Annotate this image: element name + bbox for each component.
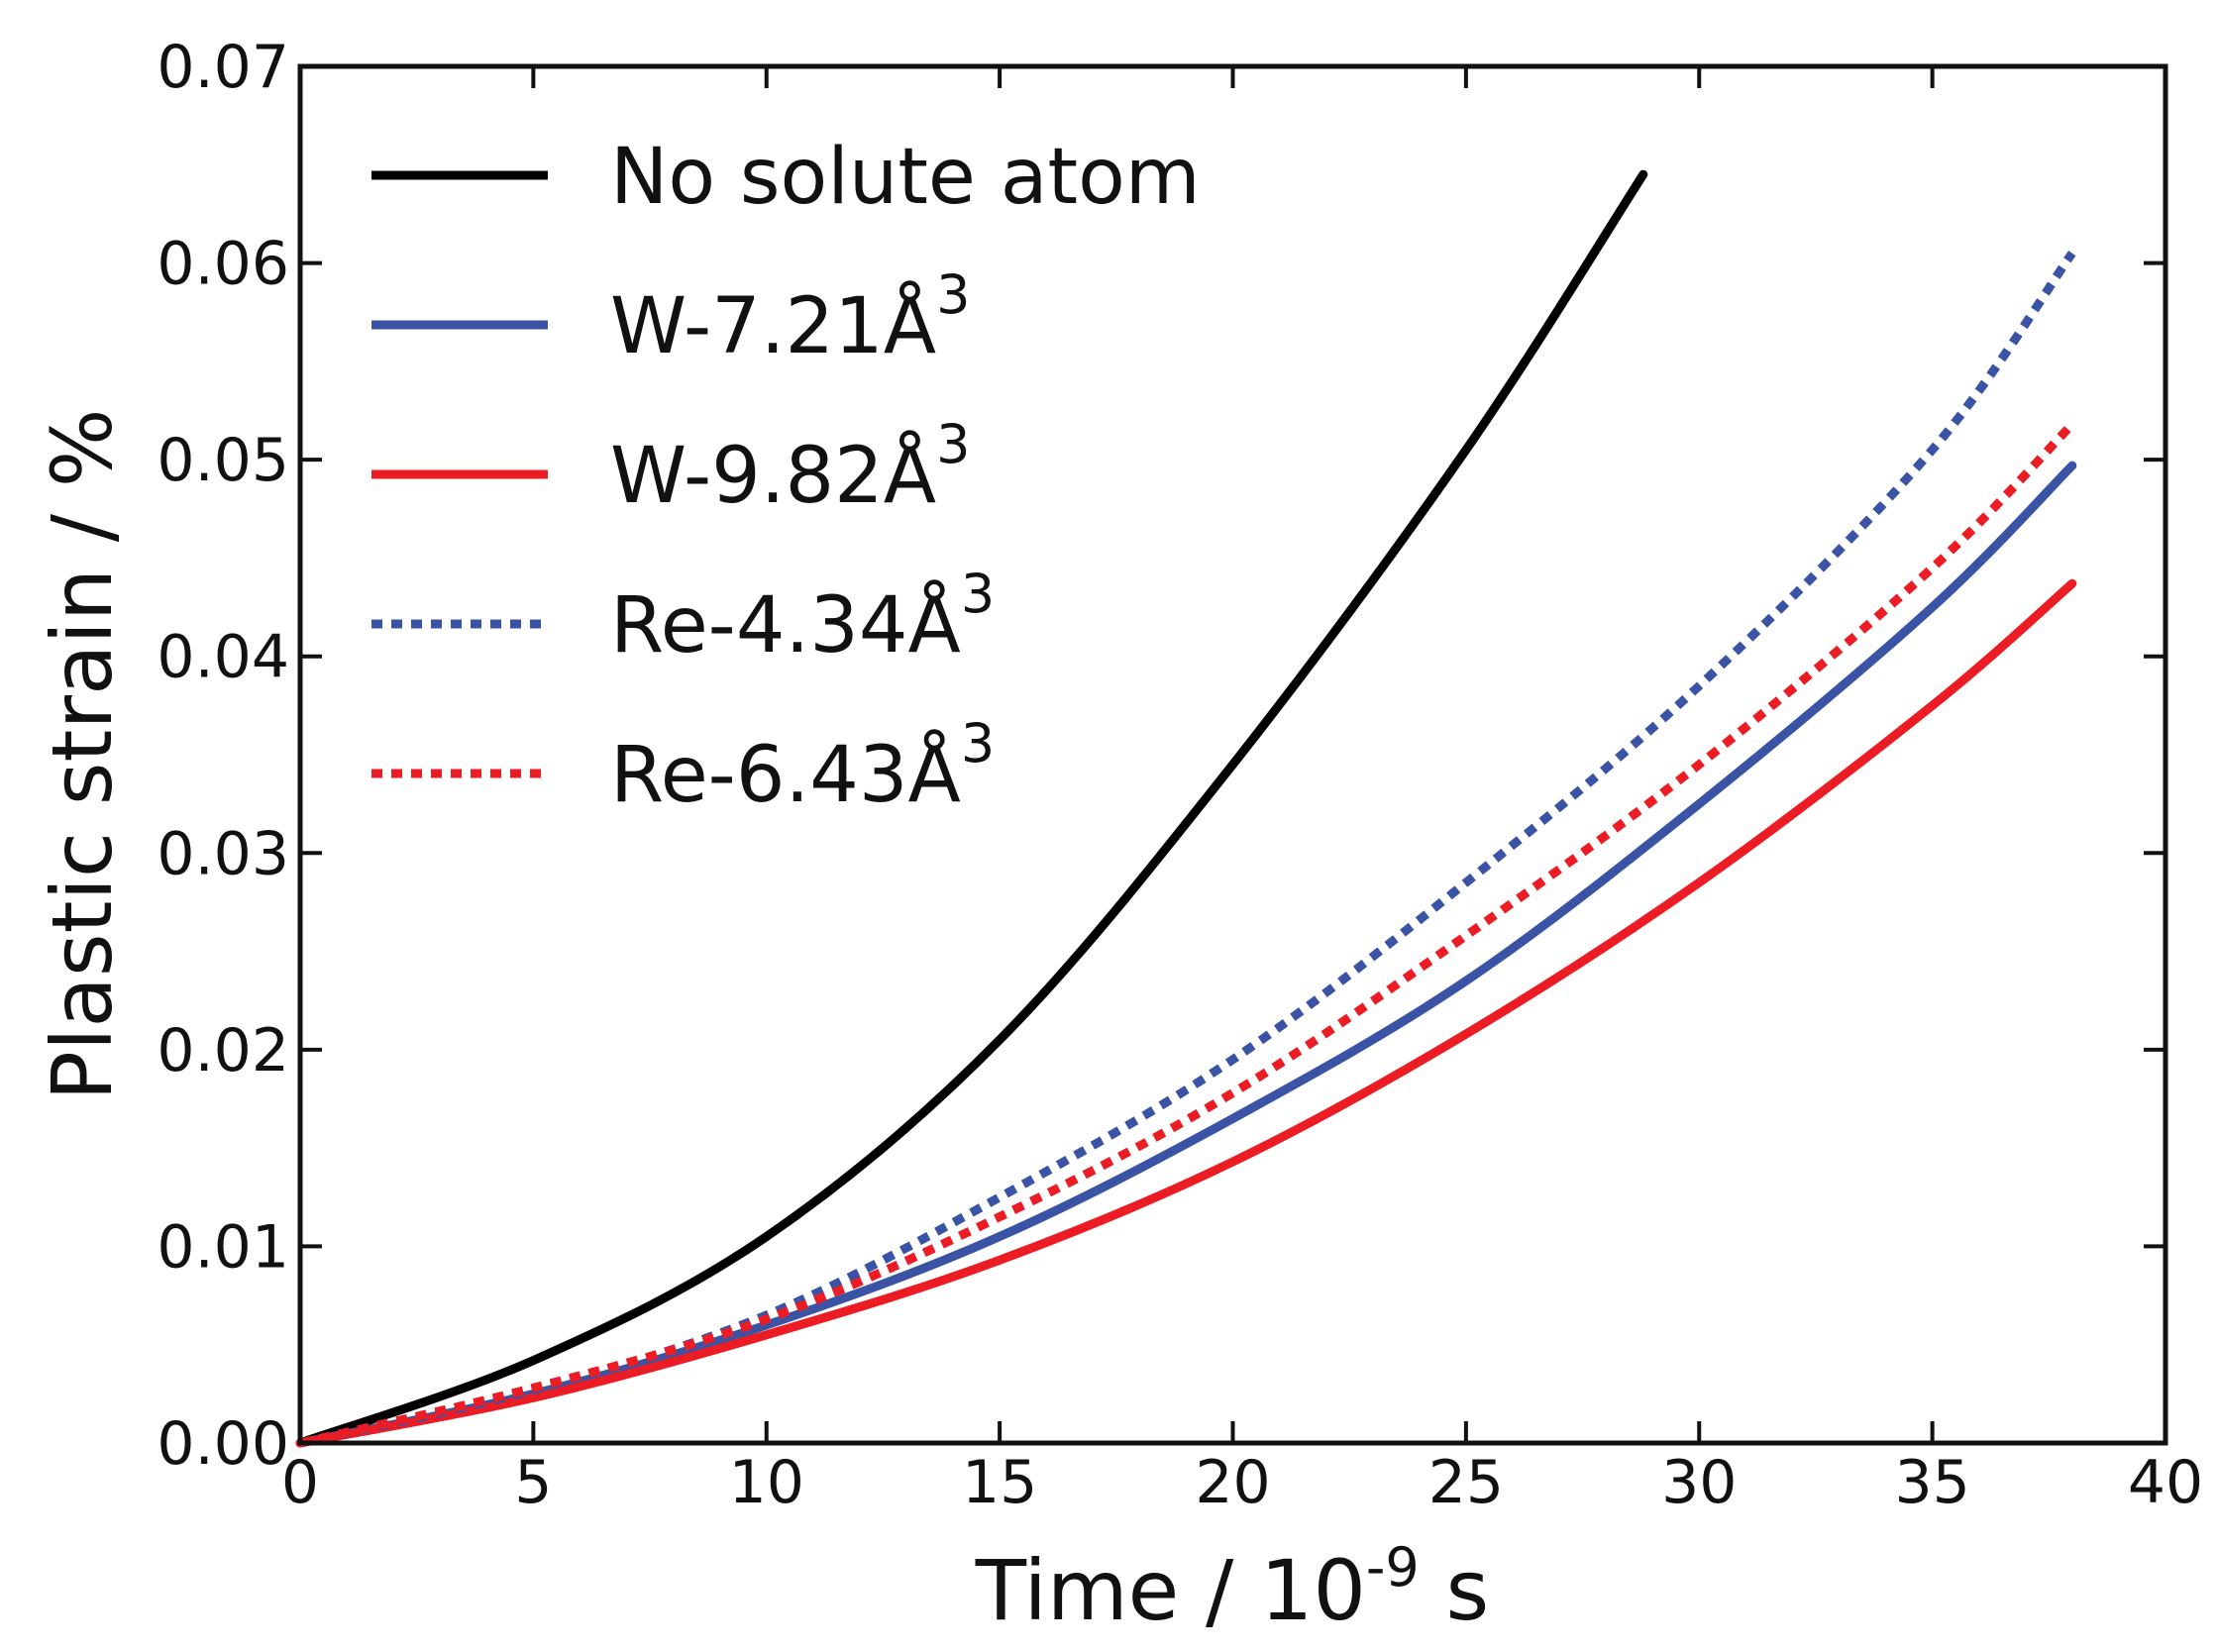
x-tick-label: 5 [514, 1448, 552, 1517]
series-layer [295, 169, 2077, 1448]
y-tick-label: 0.02 [157, 1016, 289, 1085]
series-line-w-7-21-3 [295, 461, 2077, 1448]
y-tick-label: 0.00 [157, 1409, 289, 1479]
series-line-no-solute-atom [295, 169, 1648, 1448]
x-tick-label: 10 [729, 1448, 804, 1517]
legend: No solute atom W-7.21Å3 W-9.82Å3 Re-4.34Å3 R… [371, 133, 1201, 820]
y-tick-label: 0.01 [157, 1212, 289, 1282]
x-tick-label: 40 [2128, 1448, 2203, 1517]
tick-layer: 0 5 10 15 20 25 30 35 40 0.00 0.01 0.02 0.03 0.04 0.05… [157, 33, 2203, 1517]
legend-label-w-7-21-3: W-7.21Å3 [610, 263, 971, 371]
y-tick-label: 0.04 [157, 623, 289, 692]
x-axis-label-base: Time / 10 [975, 1542, 1366, 1639]
legend-label-re-6-43-3: Re-6.43Å3 [610, 712, 995, 820]
x-tick-label: 0 [281, 1448, 319, 1517]
y-tick-label: 0.06 [157, 230, 289, 299]
series-line-re-6-43-3 [298, 421, 2076, 1448]
x-tick-label: 20 [1195, 1448, 1270, 1517]
x-tick-label: 15 [962, 1448, 1037, 1517]
y-tick-label: 0.05 [157, 426, 289, 495]
x-axis-label: Time / 10-9 s [975, 1536, 1489, 1639]
legend-label-no-solute-atom: No solute atom [610, 133, 1201, 222]
x-tick-label: 30 [1661, 1448, 1737, 1517]
x-axis-label-exponent: -9 [1366, 1536, 1420, 1599]
x-tick-label: 35 [1894, 1448, 1969, 1517]
x-axis-label-unit: s [1420, 1542, 1489, 1639]
y-axis-label: Plastic strain / % [34, 408, 131, 1100]
x-tick-label: 25 [1428, 1448, 1504, 1517]
series-line-w-9-82-3 [295, 578, 2077, 1448]
legend-label-w-9-82-3: W-9.82Å3 [610, 413, 971, 521]
y-tick-label: 0.07 [157, 33, 289, 102]
y-tick-label: 0.03 [157, 819, 289, 888]
legend-label-re-4-34-3: Re-4.34Å3 [610, 563, 995, 671]
